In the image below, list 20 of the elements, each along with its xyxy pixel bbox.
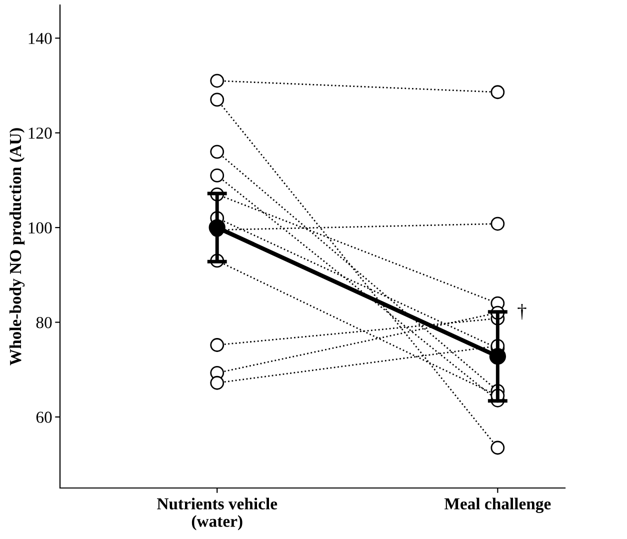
point: [490, 85, 505, 100]
point: [490, 216, 505, 231]
y-tick-label: 100: [28, 222, 52, 234]
point: [490, 440, 505, 455]
point: [210, 338, 224, 352]
x-tick-label: Meal challenge: [444, 498, 551, 513]
point: [489, 348, 506, 365]
point: [210, 376, 224, 390]
y-tick-label: 120: [28, 128, 52, 139]
y-tick-label: 140: [28, 32, 52, 44]
y-tick-label: 60: [36, 412, 52, 423]
point: [210, 92, 224, 107]
x-tick-label: Nutrients vehicle (water): [157, 498, 278, 530]
point: [210, 168, 224, 182]
y-axis-title: Whole-body NO production (AU): [9, 128, 25, 366]
point: [208, 219, 226, 236]
point: [210, 144, 224, 159]
y-tick-label: 80: [36, 316, 52, 328]
point: [210, 74, 224, 88]
annotation: †: [518, 304, 526, 320]
